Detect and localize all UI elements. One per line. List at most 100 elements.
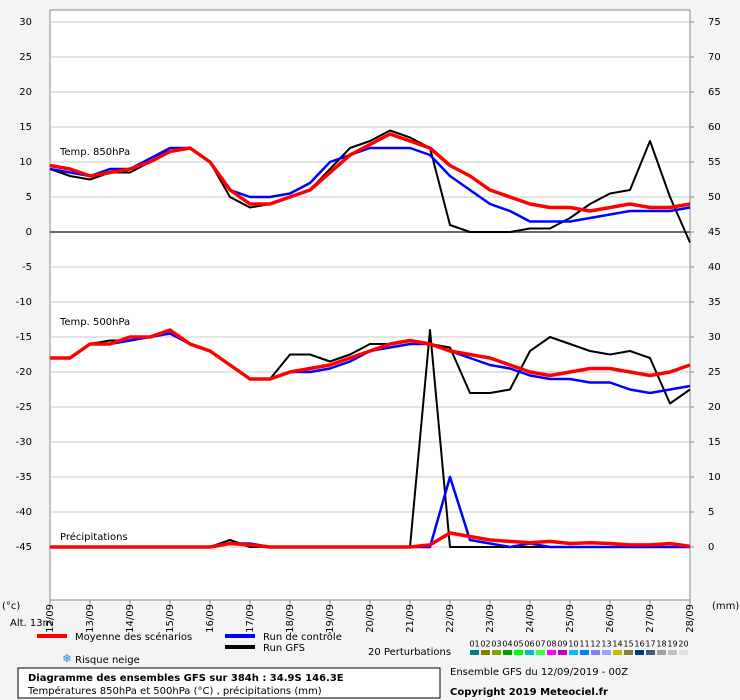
perturbation-swatch: [525, 650, 534, 655]
perturbation-number: 15: [623, 640, 633, 649]
y-tick-label: -25: [16, 402, 32, 413]
snow-icon: ❄: [62, 652, 72, 666]
x-tick-label: 16/09: [205, 604, 216, 633]
perturbation-number: 10: [568, 640, 578, 649]
x-tick-label: 25/09: [565, 604, 576, 633]
legend-label: Run de contrôle: [263, 631, 342, 643]
y2-tick-label: 0: [708, 542, 714, 553]
x-tick-label: 17/09: [245, 604, 256, 633]
y-tick-label: 15: [19, 122, 32, 133]
perturbation-number: 03: [491, 640, 501, 649]
perturbation-swatch: [503, 650, 512, 655]
y-tick-label: -10: [16, 297, 32, 308]
perturbation-swatch: [536, 650, 545, 655]
plot-frame: [49, 9, 691, 601]
y2-tick-label: 45: [708, 227, 721, 238]
perturbation-label: 20 Perturbations: [368, 647, 451, 658]
perturbation-number: 16: [634, 640, 644, 649]
annotation: Temp. 500hPa: [59, 317, 130, 328]
y2-tick-label: 25: [708, 367, 721, 378]
y-tick-label: 25: [19, 52, 32, 63]
perturbation-number: 02: [480, 640, 490, 649]
perturbation-swatch: [635, 650, 644, 655]
x-tick-label: 12/09: [45, 604, 56, 633]
x-tick-label: 24/09: [525, 604, 536, 633]
perturbation-swatch: [558, 650, 567, 655]
y-axis-label: (°c): [2, 601, 20, 612]
perturbation-swatch: [580, 650, 589, 655]
perturbation-number: 09: [557, 640, 567, 649]
perturbation-swatch: [668, 650, 677, 655]
annotation: Précipitations: [60, 531, 128, 543]
series-line: [50, 328, 691, 381]
x-tick-label: 21/09: [405, 604, 416, 633]
source: Ensemble GFS du 12/09/2019 - 00Z: [450, 667, 628, 678]
perturbation-swatch: [646, 650, 655, 655]
legend-label: Moyenne des scénarios: [75, 631, 192, 643]
y-tick-label: -30: [16, 437, 32, 448]
perturbation-swatch: [679, 650, 688, 655]
y2-tick-label: 20: [708, 402, 721, 413]
perturbation-number: 13: [601, 640, 611, 649]
copyright: Copyright 2019 Meteociel.fr: [450, 687, 608, 698]
y2-tick-label: 50: [708, 192, 721, 203]
y2-tick-label: 30: [708, 332, 721, 343]
perturbation-number: 19: [667, 640, 677, 649]
y-tick-label: 10: [19, 157, 32, 168]
y-tick-label: 30: [19, 17, 32, 28]
perturbation-swatch: [514, 650, 523, 655]
perturbation-number: 06: [524, 640, 534, 649]
perturbation-swatch: [547, 650, 556, 655]
annotation: Temp. 850hPa: [59, 147, 130, 158]
series-line: [50, 531, 691, 549]
perturbation-number: 20: [678, 640, 688, 649]
y2-tick-label: 40: [708, 262, 721, 273]
perturbation-number: 18: [656, 640, 666, 649]
y2-tick-label: 60: [708, 122, 721, 133]
perturbation-swatch: [481, 650, 490, 655]
x-tick-label: 27/09: [645, 604, 656, 633]
y-tick-label: -5: [22, 262, 32, 273]
y-tick-label: -15: [16, 332, 32, 343]
x-tick-label: 13/09: [85, 604, 96, 633]
perturbation-swatch: [492, 650, 501, 655]
y-tick-label: 5: [26, 192, 32, 203]
perturbation-number: 04: [502, 640, 512, 649]
perturbation-swatch: [569, 650, 578, 655]
y2-tick-label: 70: [708, 52, 721, 63]
y2-tick-label: 15: [708, 437, 721, 448]
y2-tick-label: 65: [708, 87, 721, 98]
y-tick-label: -20: [16, 367, 32, 378]
y-tick-label: -35: [16, 472, 32, 483]
x-tick-label: 23/09: [485, 604, 496, 633]
perturbation-number: 08: [546, 640, 556, 649]
series-line: [49, 146, 691, 223]
perturbation-number: 07: [535, 640, 545, 649]
x-tick-label: 22/09: [445, 604, 456, 633]
perturbation-swatch: [624, 650, 633, 655]
perturbation-swatch: [602, 650, 611, 655]
y-tick-label: -45: [16, 542, 32, 553]
perturbation-swatch: [657, 650, 666, 655]
y2-tick-label: 75: [708, 17, 721, 28]
y2-tick-label: 10: [708, 472, 721, 483]
x-tick-label: 14/09: [125, 604, 136, 633]
perturbation-number: 14: [612, 640, 622, 649]
x-tick-label: 15/09: [165, 604, 176, 633]
snow-risk: Risque neige: [75, 655, 140, 666]
perturbation-number: 01: [469, 640, 479, 649]
y2-tick-label: 35: [708, 297, 721, 308]
perturbation-swatch: [591, 650, 600, 655]
chart-title: Diagramme des ensembles GFS sur 384h : 3…: [28, 673, 344, 684]
y-tick-label: 0: [26, 227, 32, 238]
x-tick-label: 20/09: [365, 604, 376, 633]
perturbation-number: 12: [590, 640, 600, 649]
series-line: [49, 132, 691, 213]
perturbation-number: 17: [645, 640, 655, 649]
y2-axis-label: (mm): [712, 601, 739, 612]
legend-label: Run GFS: [263, 643, 305, 654]
perturbation-number: 11: [579, 640, 589, 649]
y2-tick-label: 5: [708, 507, 714, 518]
perturbation-swatch: [613, 650, 622, 655]
x-tick-label: 28/09: [685, 604, 696, 633]
